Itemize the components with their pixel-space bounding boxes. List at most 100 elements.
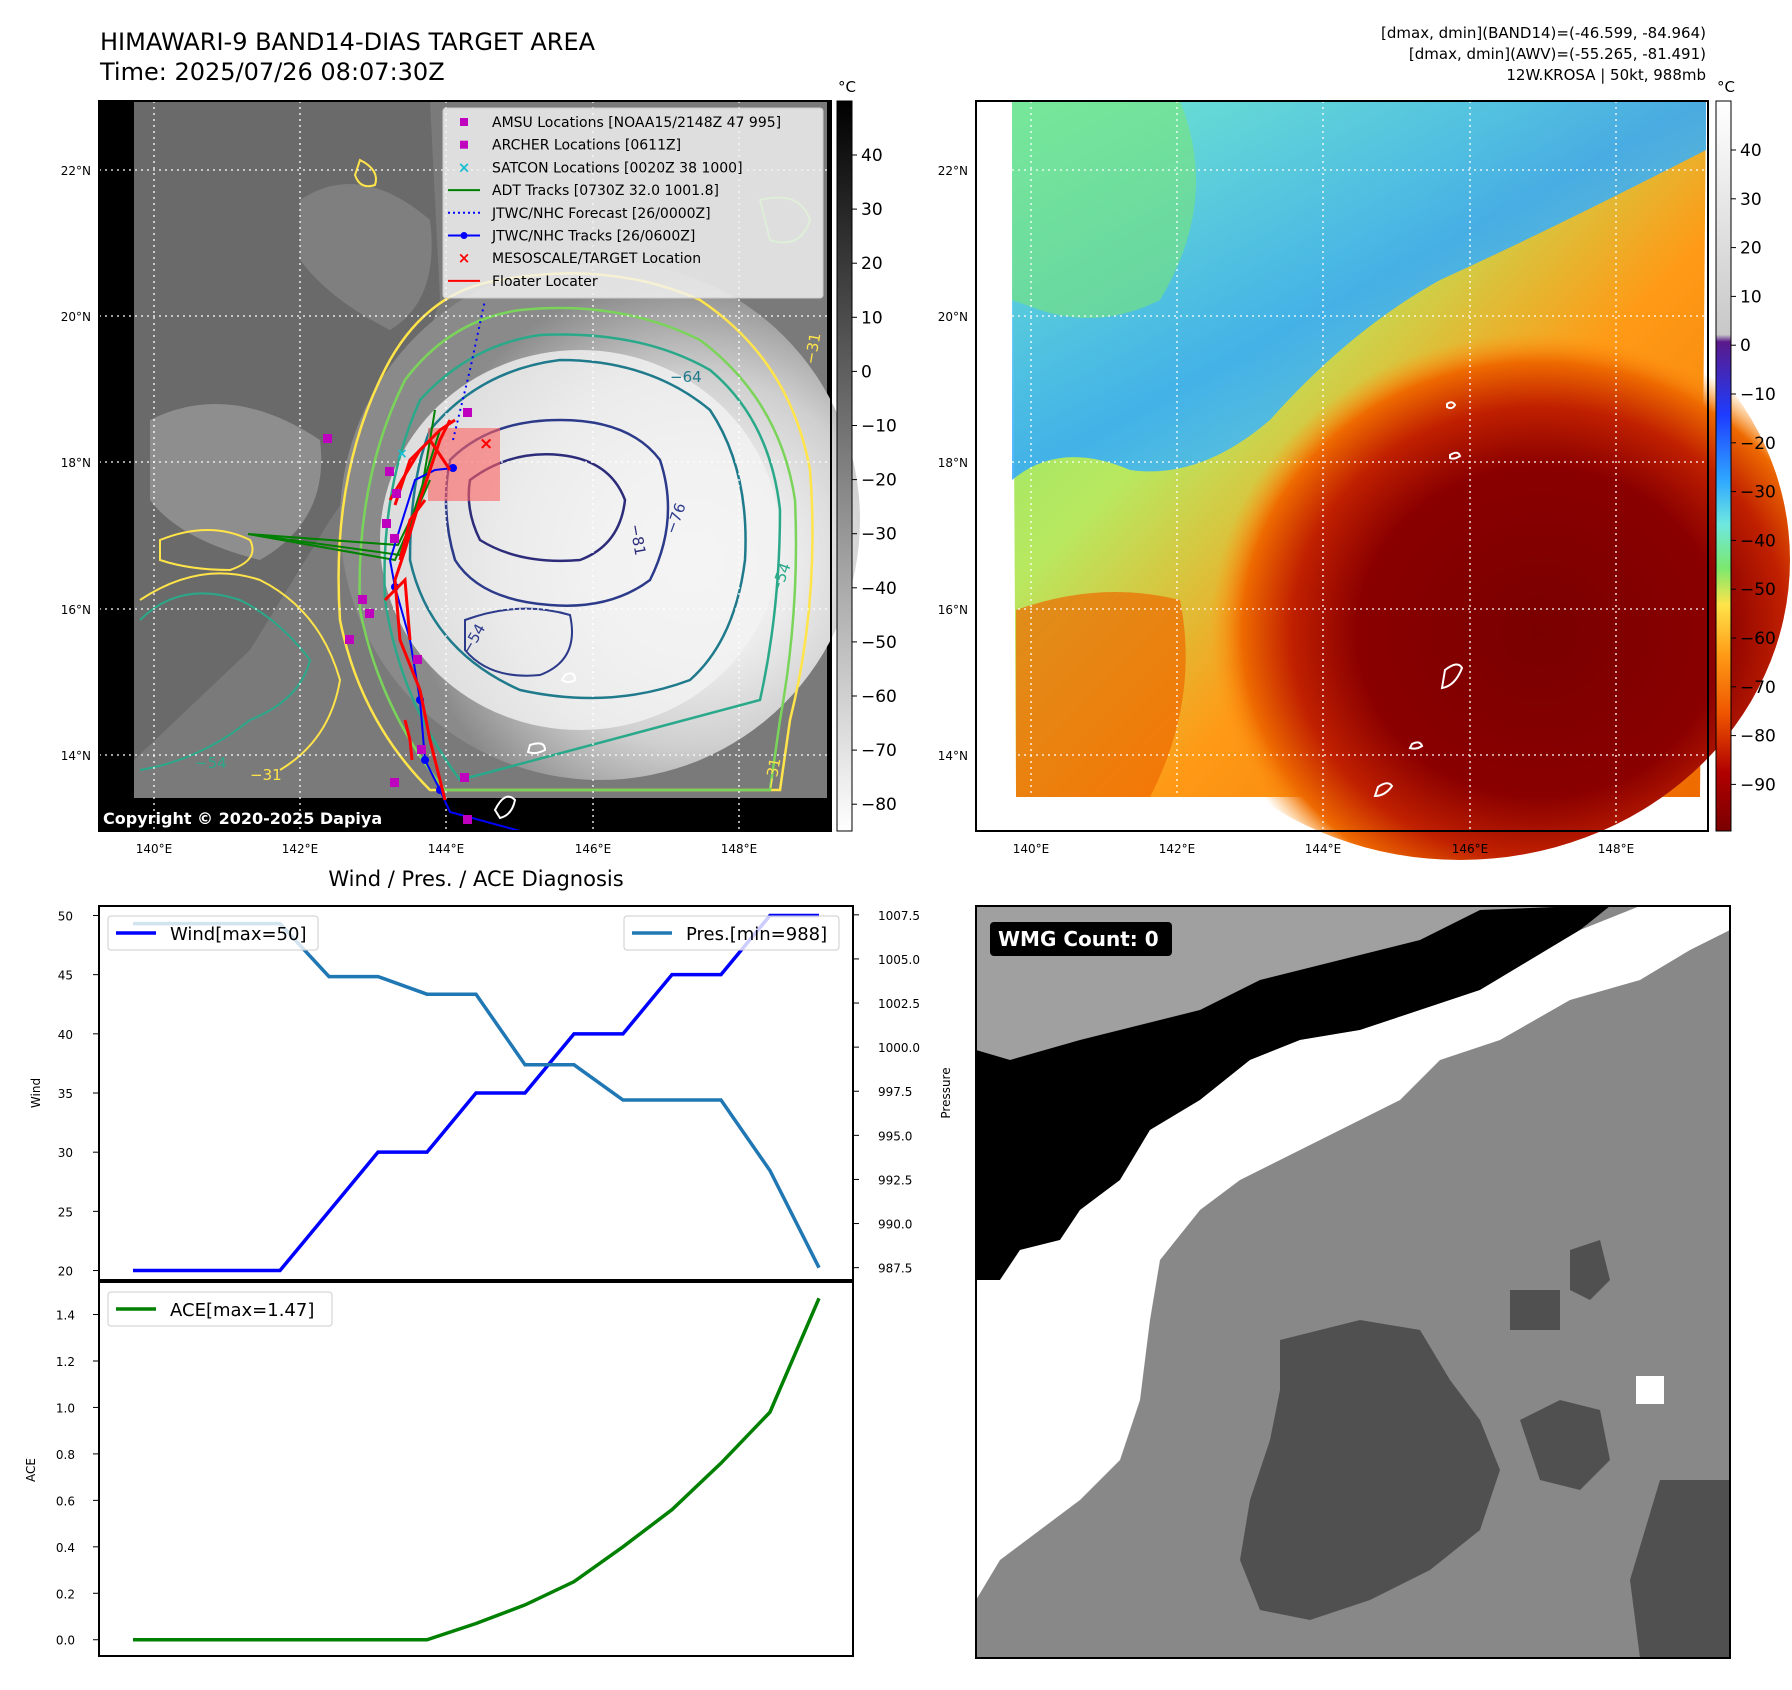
ace-chart: 0.0 0.2 0.4 0.6 0.8 1.0 1.2 1.4 ACE ACE[max=1.4… bbox=[24, 1281, 854, 1657]
awv-green-region bbox=[1012, 101, 1196, 318]
lon-label: 144°E bbox=[1305, 842, 1342, 856]
lat-label: 20°N bbox=[61, 310, 91, 324]
contour-64 bbox=[408, 358, 747, 700]
colorbar-tick-label: −80 bbox=[861, 795, 897, 815]
colorbar-tick-label: 40 bbox=[1740, 141, 1762, 161]
y2-tick-label: 1002.5 bbox=[878, 997, 920, 1011]
y-tick-label: 0.0 bbox=[56, 1634, 75, 1648]
lon-label: 140°E bbox=[1013, 842, 1050, 856]
y-tick-label: 0.6 bbox=[56, 1494, 75, 1508]
island-outline bbox=[1449, 451, 1462, 460]
ace-legend-label: ACE[max=1.47] bbox=[170, 1300, 314, 1321]
legend-marker-dot bbox=[460, 232, 468, 239]
legend-entry-label: Floater Locater bbox=[492, 274, 598, 290]
wmg-dark-patch bbox=[1510, 1290, 1560, 1330]
legend-entry: × MESOSCALE/TARGET Location bbox=[458, 249, 701, 267]
lon-label: 148°E bbox=[1598, 842, 1635, 856]
legend-marker-square bbox=[460, 118, 468, 126]
legend-entry: × SATCON Locations [0020Z 38 1000] bbox=[458, 158, 743, 176]
wind-legend: Wind[max=50] bbox=[107, 915, 319, 951]
ir-core bbox=[380, 350, 780, 730]
colorbar-tick-label: 10 bbox=[1740, 287, 1762, 307]
y-tick-label: 45 bbox=[58, 969, 73, 983]
lat-label: 18°N bbox=[938, 456, 968, 470]
contour-76 bbox=[444, 418, 670, 607]
awv-map-frame bbox=[975, 100, 1709, 832]
ir-map-frame bbox=[98, 100, 832, 832]
amsu-archer-markers bbox=[323, 408, 472, 824]
floater-locater-track bbox=[383, 418, 456, 801]
legend-box bbox=[442, 107, 824, 299]
y2-tick-label: 1005.0 bbox=[878, 953, 920, 967]
colorbar-tick-label: −70 bbox=[1740, 678, 1776, 698]
lon-label: 146°E bbox=[575, 842, 612, 856]
info-awv: [dmax, dmin](AWV)=(-55.265, -81.491) bbox=[1409, 45, 1706, 63]
lon-label: 144°E bbox=[428, 842, 465, 856]
y2-tick-label: 1007.5 bbox=[878, 909, 920, 923]
contour-54-outer bbox=[358, 306, 798, 792]
wmg-dark-patch bbox=[1520, 1400, 1610, 1490]
wmg-dark-patch bbox=[1240, 1320, 1500, 1620]
colorbar-tick-label: 20 bbox=[1740, 239, 1762, 259]
ir-colorbar-unit: °C bbox=[838, 78, 856, 96]
legend-entry-label: ARCHER Locations [0611Z] bbox=[492, 138, 681, 154]
y-tick-label: 1.2 bbox=[56, 1355, 75, 1369]
legend-entry: AMSU Locations [NOAA15/2148Z 47 995] bbox=[460, 115, 781, 131]
y-tick-label: 25 bbox=[58, 1205, 73, 1219]
colorbar-tick-label: −80 bbox=[1740, 727, 1776, 747]
lon-label: 142°E bbox=[1159, 842, 1196, 856]
island-outline bbox=[1446, 401, 1457, 410]
legend-entry: JTWC/NHC Tracks [26/0600Z] bbox=[448, 229, 695, 245]
contour-west-1 bbox=[139, 592, 312, 771]
legend-entry: ARCHER Locations [0611Z] bbox=[460, 138, 681, 154]
colorbar-tick-label: −30 bbox=[861, 525, 897, 545]
colorbar-tick-label: −10 bbox=[861, 417, 897, 437]
awv-map-gridlines bbox=[976, 101, 1708, 831]
wmg-count-label: WMG Count: 0 bbox=[998, 927, 1159, 951]
lon-label: 146°E bbox=[1452, 842, 1489, 856]
colorbar-tick-label: −60 bbox=[861, 687, 897, 707]
y-tick-label: 0.8 bbox=[56, 1448, 75, 1462]
lat-label: 14°N bbox=[938, 749, 968, 763]
contour-west-2 bbox=[139, 572, 342, 771]
wind-series-line bbox=[133, 913, 819, 1273]
colorbar-tick-label: −40 bbox=[861, 579, 897, 599]
lat-label: 20°N bbox=[938, 310, 968, 324]
colorbar-tick-label: 0 bbox=[1740, 336, 1751, 356]
colorbar-tick-label: −60 bbox=[1740, 629, 1776, 649]
awv-core bbox=[1130, 260, 1790, 860]
awv-map-lat-labels: 22°N 20°N 18°N 16°N 14°N bbox=[938, 164, 968, 763]
lat-label: 14°N bbox=[61, 749, 91, 763]
copyright-text: Copyright © 2020-2025 Dapiya bbox=[103, 809, 382, 828]
y-tick-label: 50 bbox=[58, 909, 73, 923]
island-outline bbox=[526, 742, 547, 755]
island-outline bbox=[1408, 741, 1424, 750]
pressure-legend: Pres.[min=988] bbox=[623, 915, 840, 951]
y2-tick-label: 990.0 bbox=[878, 1218, 912, 1232]
colorbar-tick-label: −90 bbox=[1740, 775, 1776, 795]
diagnosis-chart-title: Wind / Pres. / ACE Diagnosis bbox=[328, 867, 623, 891]
y-tick-label: 35 bbox=[58, 1087, 73, 1101]
info-storm: 12W.KROSA | 50kt, 988mb bbox=[1506, 66, 1706, 84]
wmg-dark-patch bbox=[1570, 1240, 1610, 1300]
contour-81 bbox=[467, 453, 627, 563]
ace-plot-area bbox=[98, 1281, 854, 1657]
y2-tick-label: 992.5 bbox=[878, 1173, 912, 1187]
colorbar-tick-label: −50 bbox=[861, 633, 897, 653]
wmg-white-patch bbox=[1636, 1376, 1664, 1404]
ir-low-cloud bbox=[150, 404, 322, 560]
satcon-x-marker: × bbox=[396, 446, 408, 462]
awv-map-panel bbox=[975, 100, 1790, 860]
lat-label: 22°N bbox=[61, 164, 91, 178]
info-band14: [dmax, dmin](BAND14)=(-46.599, -84.964) bbox=[1381, 24, 1706, 42]
wmg-dark-patch bbox=[1630, 1480, 1730, 1658]
y-tick-label: 40 bbox=[58, 1028, 73, 1042]
pressure-axis-label: Pressure bbox=[939, 1067, 953, 1118]
ir-map-lat-labels: 22°N 20°N 18°N 16°N 14°N bbox=[61, 164, 91, 763]
legend-entry-label: ADT Tracks [0730Z 32.0 1001.8] bbox=[492, 183, 719, 199]
figure-time: Time: 2025/07/26 08:07:30Z bbox=[99, 58, 445, 86]
legend-entry-label: AMSU Locations [NOAA15/2148Z 47 995] bbox=[492, 115, 781, 131]
colorbar-tick-label: −20 bbox=[1740, 434, 1776, 454]
lat-label: 16°N bbox=[938, 603, 968, 617]
legend-marker-x: × bbox=[458, 158, 471, 176]
